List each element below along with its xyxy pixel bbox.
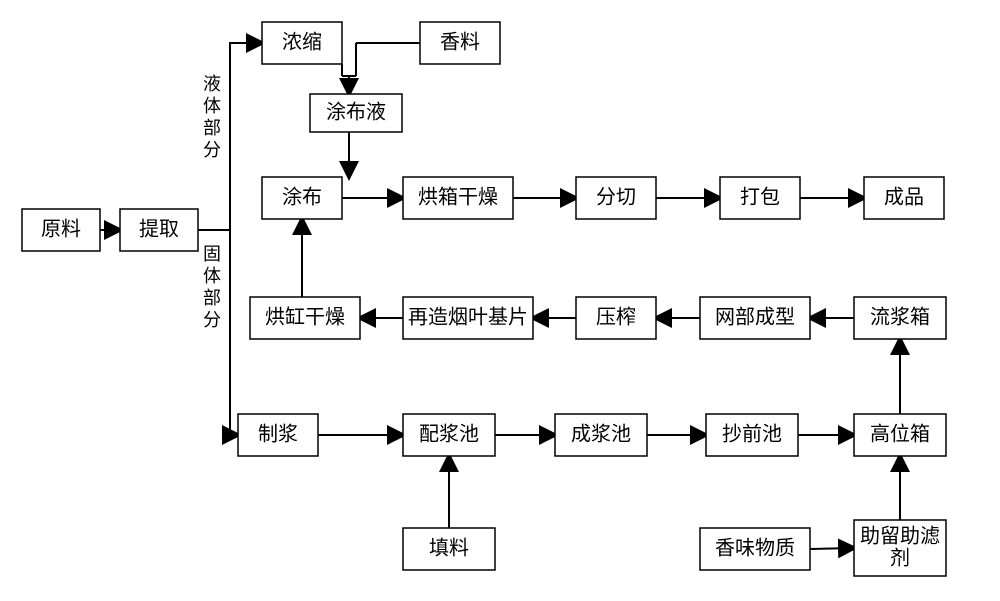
- node-product: 成品: [864, 177, 944, 219]
- node-label: 剂: [890, 547, 910, 570]
- edge: [230, 230, 238, 435]
- side-label-liquid: 部: [203, 118, 221, 138]
- side-label-solid: 固: [203, 244, 221, 264]
- node-raw: 原料: [22, 209, 100, 251]
- node-label: 高位箱: [870, 423, 930, 446]
- node-slurry: 成浆池: [555, 414, 647, 456]
- node-label: 涂布液: [326, 101, 386, 124]
- node-drumdry: 烘缸干燥: [250, 297, 360, 339]
- node-label: 涂布: [282, 186, 322, 209]
- node-oven: 烘箱干燥: [403, 177, 513, 219]
- node-label: 分切: [596, 186, 636, 209]
- node-retaid: 助留助滤剂: [854, 520, 946, 576]
- node-label: 成品: [884, 186, 924, 209]
- node-label: 提取: [139, 218, 179, 241]
- node-base: 再造烟叶基片: [403, 297, 533, 339]
- node-label: 再造烟叶基片: [408, 306, 528, 329]
- side-label-liquid: 液: [203, 74, 221, 94]
- node-hightank: 高位箱: [854, 414, 946, 456]
- node-conc: 浓缩: [262, 22, 342, 64]
- node-label: 浓缩: [282, 31, 322, 54]
- node-label: 成浆池: [571, 423, 631, 446]
- node-label: 压榨: [596, 306, 636, 329]
- node-label: 抄前池: [722, 423, 782, 446]
- node-label: 烘箱干燥: [418, 186, 498, 209]
- node-label: 打包: [740, 186, 780, 209]
- side-label-liquid: 体: [203, 96, 221, 116]
- node-wire: 网部成型: [700, 297, 810, 339]
- node-label: 填料: [429, 537, 469, 560]
- node-filler: 填料: [403, 528, 495, 570]
- node-label: 烘缸干燥: [265, 306, 345, 329]
- node-headbox: 流浆箱: [854, 297, 946, 339]
- node-mixpit: 配浆池: [403, 414, 495, 456]
- node-label: 流浆箱: [870, 306, 930, 329]
- node-label: 香料: [440, 31, 480, 54]
- node-flavor: 香料: [420, 22, 500, 64]
- side-label-liquid: 分: [203, 140, 221, 160]
- node-press: 压榨: [576, 297, 656, 339]
- node-label: 制浆: [258, 423, 298, 446]
- node-label: 网部成型: [715, 306, 795, 329]
- side-label-solid: 部: [203, 288, 221, 308]
- node-label: 原料: [41, 218, 81, 241]
- node-aroma: 香味物质: [700, 528, 810, 570]
- node-pulping: 制浆: [238, 414, 318, 456]
- node-pack: 打包: [720, 177, 800, 219]
- node-label: 香味物质: [715, 537, 795, 560]
- side-label-solid: 体: [203, 266, 221, 286]
- node-coat: 涂布: [262, 177, 342, 219]
- side-label-solid: 分: [203, 310, 221, 330]
- node-coatliq: 涂布液: [310, 94, 402, 132]
- node-extract: 提取: [120, 209, 198, 251]
- node-cut: 分切: [576, 177, 656, 219]
- edge: [810, 548, 854, 549]
- node-label: 助留助滤: [860, 525, 940, 548]
- node-prepit: 抄前池: [706, 414, 798, 456]
- node-label: 配浆池: [419, 423, 479, 446]
